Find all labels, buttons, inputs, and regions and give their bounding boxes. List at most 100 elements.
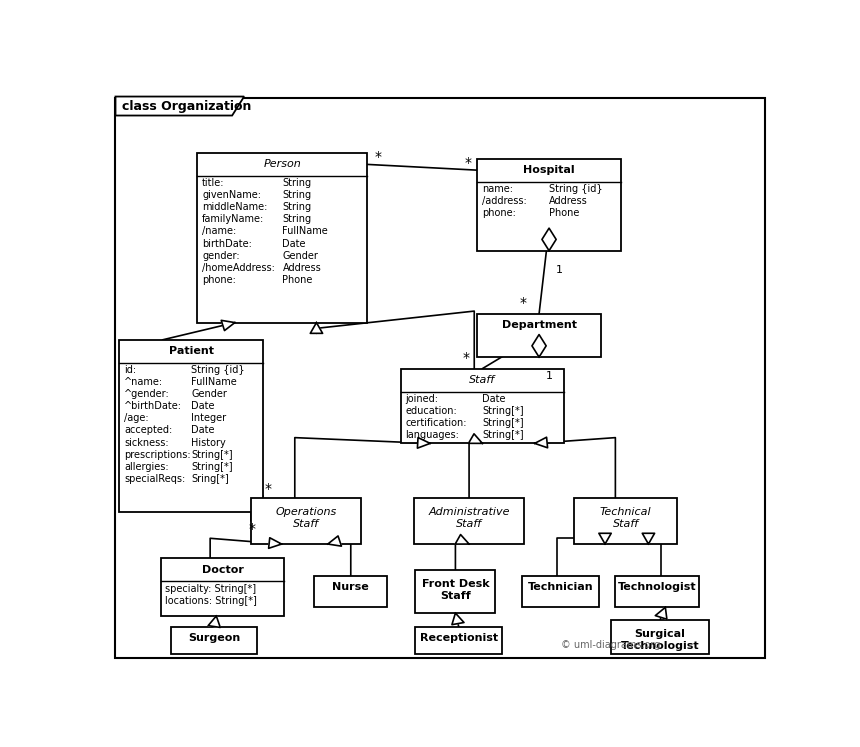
Text: FullName: FullName xyxy=(282,226,329,237)
Polygon shape xyxy=(221,320,235,331)
Text: String[*]: String[*] xyxy=(482,418,524,428)
Text: /homeAddress:: /homeAddress: xyxy=(202,263,275,273)
Text: *: * xyxy=(519,296,526,310)
Text: *: * xyxy=(265,482,272,496)
Text: Receptionist: Receptionist xyxy=(420,633,498,643)
Polygon shape xyxy=(532,335,546,357)
Text: String[*]: String[*] xyxy=(191,462,233,472)
Text: Gender: Gender xyxy=(191,389,227,399)
Bar xyxy=(477,158,621,251)
Polygon shape xyxy=(599,533,611,544)
Text: id:: id: xyxy=(124,365,136,375)
Text: Technical
Staff: Technical Staff xyxy=(600,507,652,529)
Polygon shape xyxy=(535,437,548,447)
Text: name:: name: xyxy=(482,184,513,194)
Text: Technologist: Technologist xyxy=(617,582,697,592)
Text: Nurse: Nurse xyxy=(333,582,369,592)
Text: Surgical
Technologist: Surgical Technologist xyxy=(621,629,699,651)
Bar xyxy=(120,340,263,512)
Text: joined:: joined: xyxy=(405,394,439,404)
Bar xyxy=(401,368,564,444)
Text: Date: Date xyxy=(191,401,215,412)
Bar xyxy=(171,627,257,654)
Text: History: History xyxy=(191,438,226,447)
Text: String: String xyxy=(282,214,311,224)
Text: specialty: String[*]: specialty: String[*] xyxy=(165,583,256,594)
Text: certification:: certification: xyxy=(405,418,467,428)
Bar xyxy=(616,576,698,607)
Text: 1: 1 xyxy=(556,264,562,275)
Text: String[*]: String[*] xyxy=(482,430,524,440)
Text: String[*]: String[*] xyxy=(191,450,233,459)
Text: education:: education: xyxy=(405,406,458,416)
Text: 1: 1 xyxy=(546,371,553,381)
Text: Surgeon: Surgeon xyxy=(188,633,240,643)
Text: class Organization: class Organization xyxy=(122,99,251,113)
Text: sickness:: sickness: xyxy=(124,438,169,447)
Text: *: * xyxy=(249,521,255,536)
Text: gender:: gender: xyxy=(202,251,240,261)
Text: Department: Department xyxy=(501,320,576,330)
Text: Front Desk
Staff: Front Desk Staff xyxy=(421,579,489,601)
Polygon shape xyxy=(208,616,220,627)
Text: String: String xyxy=(282,202,311,212)
Text: Integer: Integer xyxy=(191,413,226,424)
Text: *: * xyxy=(464,155,471,170)
Text: Technician: Technician xyxy=(527,582,593,592)
Polygon shape xyxy=(642,533,654,544)
Text: ^name:: ^name: xyxy=(124,377,163,387)
Polygon shape xyxy=(268,538,281,548)
Polygon shape xyxy=(328,536,341,546)
Text: Administrative
Staff: Administrative Staff xyxy=(428,507,510,529)
Bar xyxy=(611,620,710,654)
Text: prescriptions:: prescriptions: xyxy=(124,450,191,459)
Bar xyxy=(314,576,387,607)
Bar xyxy=(415,570,495,613)
Text: locations: String[*]: locations: String[*] xyxy=(165,596,257,606)
Bar xyxy=(161,559,284,616)
Bar xyxy=(251,498,361,544)
Text: Phone: Phone xyxy=(282,275,313,285)
Text: Address: Address xyxy=(282,263,321,273)
Text: Hospital: Hospital xyxy=(523,165,574,175)
Text: ^gender:: ^gender: xyxy=(124,389,170,399)
Text: Sring[*]: Sring[*] xyxy=(191,474,229,484)
Text: String: String xyxy=(282,190,311,200)
Text: Person: Person xyxy=(263,159,301,170)
Text: String {id}: String {id} xyxy=(191,365,245,375)
Polygon shape xyxy=(452,613,464,624)
Text: allergies:: allergies: xyxy=(124,462,169,472)
Text: Date: Date xyxy=(191,426,215,436)
Text: accepted:: accepted: xyxy=(124,426,172,436)
Text: middleName:: middleName: xyxy=(202,202,267,212)
Text: /name:: /name: xyxy=(202,226,237,237)
Polygon shape xyxy=(542,228,556,251)
Text: Doctor: Doctor xyxy=(201,565,243,575)
Bar xyxy=(415,627,502,654)
Text: © uml-diagrams.org: © uml-diagrams.org xyxy=(561,639,660,650)
Text: familyName:: familyName: xyxy=(202,214,264,224)
Text: *: * xyxy=(374,150,381,164)
Text: phone:: phone: xyxy=(482,208,516,218)
Text: String[*]: String[*] xyxy=(482,406,524,416)
Text: String {id}: String {id} xyxy=(549,184,603,194)
Polygon shape xyxy=(310,323,322,333)
Text: /age:: /age: xyxy=(124,413,149,424)
Text: ^birthDate:: ^birthDate: xyxy=(124,401,182,412)
Polygon shape xyxy=(115,96,244,116)
Text: /address:: /address: xyxy=(482,196,527,206)
Text: Date: Date xyxy=(282,238,306,249)
Bar xyxy=(198,153,367,323)
Text: Phone: Phone xyxy=(549,208,580,218)
Bar xyxy=(574,498,678,544)
Bar xyxy=(415,498,524,544)
Text: title:: title: xyxy=(202,179,224,188)
Text: Operations
Staff: Operations Staff xyxy=(275,507,336,529)
Text: specialReqs:: specialReqs: xyxy=(124,474,186,484)
Text: Patient: Patient xyxy=(169,347,213,356)
Text: Address: Address xyxy=(549,196,587,206)
Text: *: * xyxy=(463,350,470,365)
Text: languages:: languages: xyxy=(405,430,459,440)
Polygon shape xyxy=(417,438,430,448)
Bar xyxy=(477,314,600,357)
